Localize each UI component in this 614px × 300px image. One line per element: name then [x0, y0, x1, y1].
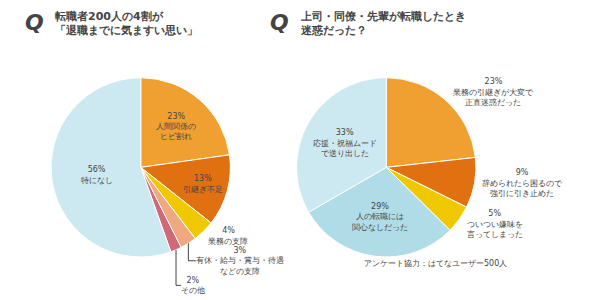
- svg-text:上司・同僚・先輩が転職したとき迷惑だった？: 上司・同僚・先輩が転職したとき迷惑だった？: [300, 10, 466, 37]
- svg-text:5%ついつい嫌味を言ってしまった: 5%ついつい嫌味を言ってしまった: [467, 209, 523, 239]
- svg-text:2%その他: 2%その他: [181, 276, 205, 295]
- svg-text:23%業務の引継ぎが大変で正直迷惑だった: 23%業務の引継ぎが大変で正直迷惑だった: [453, 77, 534, 107]
- svg-text:13%引継ぎ不足: 13%引継ぎ不足: [183, 174, 223, 193]
- svg-text:転職者200人の4割が「退職までに気ますい思い」: 転職者200人の4割が「退職までに気ますい思い」: [54, 10, 198, 37]
- svg-text:4%業務の支障: 4%業務の支障: [208, 226, 248, 245]
- svg-text:56%特になし: 56%特になし: [81, 165, 113, 184]
- svg-text:3%有休・給与・賞与・待遇などの支障: 3%有休・給与・賞与・待遇などの支障: [196, 246, 284, 276]
- svg-text:アンケート協力：はてなユーザー500人: アンケート協力：はてなユーザー500人: [364, 259, 507, 268]
- svg-text:Q: Q: [25, 10, 44, 35]
- svg-text:Q: Q: [270, 10, 289, 35]
- svg-text:33%応援・祝福ムードで送り出した: 33%応援・祝福ムードで送り出した: [313, 128, 377, 158]
- svg-text:9%辞められたら困るので強引に引き止めた: 9%辞められたら困るので強引に引き止めた: [482, 168, 563, 198]
- svg-text:29%人の転職には関心なしだった: 29%人の転職には関心なしだった: [352, 202, 408, 232]
- svg-text:23%人間関係のヒビ割れ: 23%人間関係のヒビ割れ: [156, 112, 196, 142]
